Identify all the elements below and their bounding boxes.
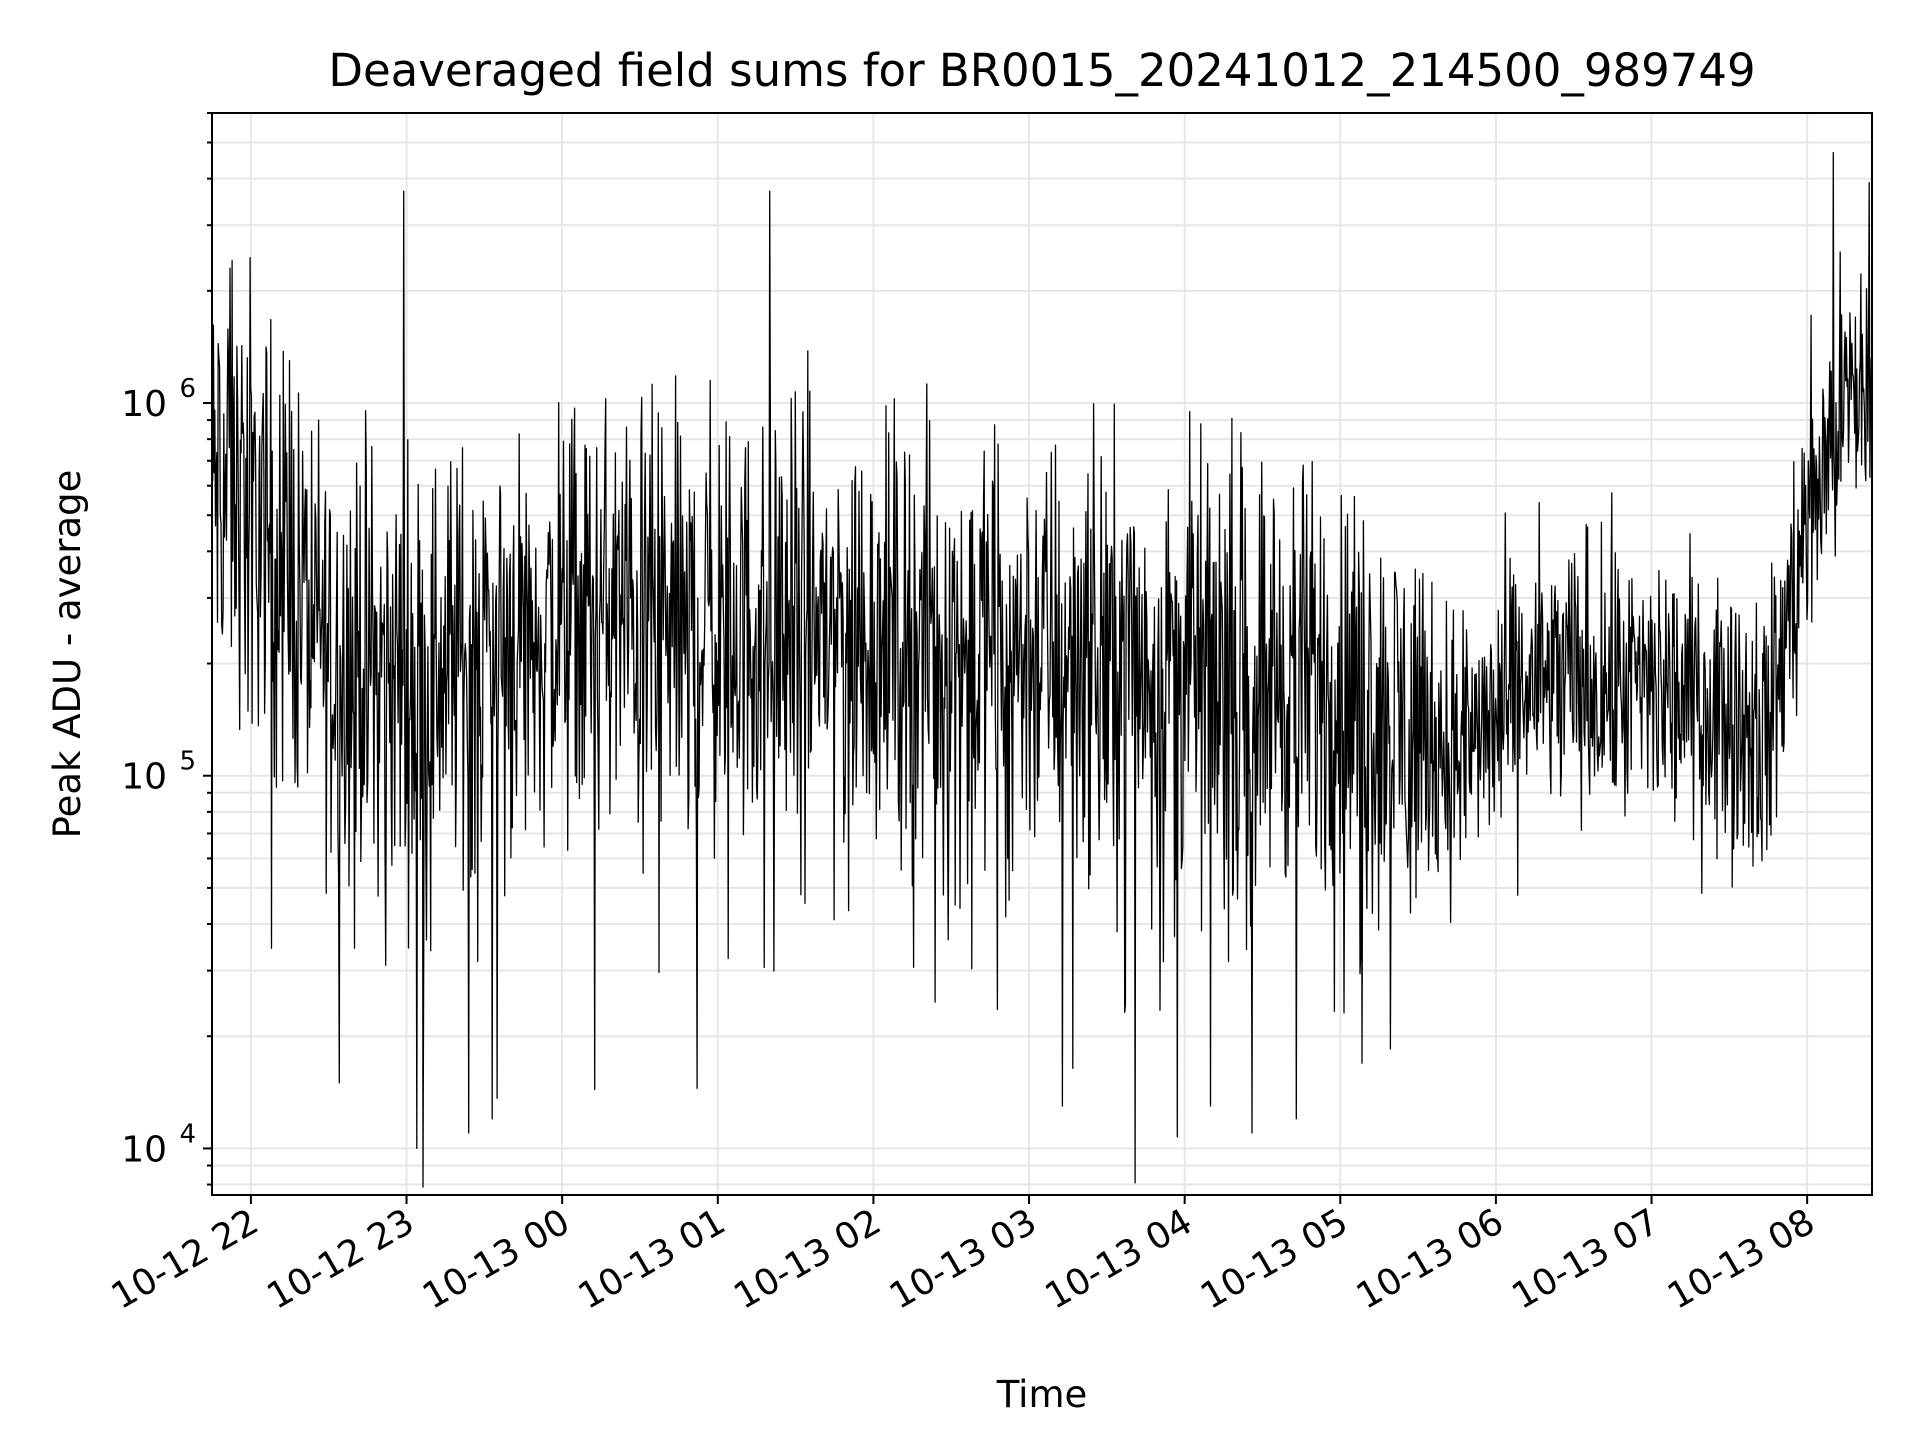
y-tick-label-exponent: 6	[179, 374, 196, 404]
chart-title: Deaveraged field sums for BR0015_2024101…	[328, 44, 1755, 97]
plot-frame	[211, 112, 1873, 1196]
y-tick-label: 10	[121, 384, 167, 425]
series-layer	[211, 151, 1873, 1188]
x-axis-label: Time	[996, 1373, 1088, 1416]
series-line	[211, 151, 1873, 1188]
y-tick-label: 10	[121, 1129, 167, 1170]
grid	[212, 112, 1872, 1195]
y-tick-label: 10	[121, 757, 167, 798]
y-axis-label: Peak ADU - average	[46, 470, 89, 839]
y-tick-label-exponent: 4	[179, 1119, 196, 1149]
y-tick-label-exponent: 5	[179, 747, 196, 777]
